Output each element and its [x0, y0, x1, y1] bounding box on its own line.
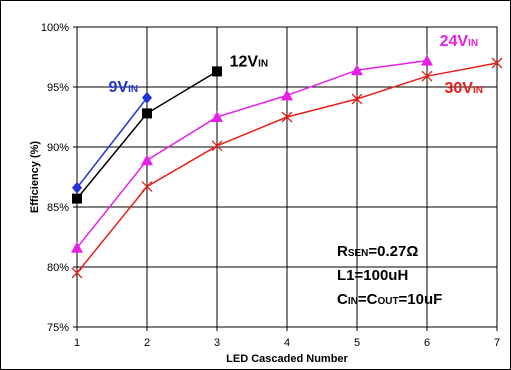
data-point	[421, 70, 433, 82]
series-30v	[71, 57, 503, 279]
data-point	[421, 54, 433, 66]
y-axis-title: Efficiency (%)	[29, 141, 41, 213]
series-labels: 9VIN 12VIN 24VIN 30VIN	[109, 33, 483, 97]
data-point	[71, 241, 83, 253]
y-tick-label: 95%	[47, 82, 69, 94]
data-point	[281, 89, 293, 101]
x-tick-label: 5	[354, 337, 360, 349]
series-label-9v: 9VIN	[109, 79, 139, 96]
series-24v	[71, 54, 433, 253]
data-point	[72, 181, 82, 194]
data-point	[351, 93, 363, 105]
x-tick-label: 7	[494, 337, 500, 349]
y-axis-ticks: 75% 80% 85% 90% 95% 100%	[41, 22, 77, 334]
y-tick-label: 75%	[47, 322, 69, 334]
data-point	[211, 140, 223, 152]
data-point	[142, 91, 152, 104]
parameter-annotation: RSEN=0.27Ω L1=100uH CIN=COUT=10uF	[337, 243, 442, 308]
data-point	[142, 108, 152, 119]
x-tick-label: 6	[424, 337, 430, 349]
param-rsen: RSEN=0.27Ω	[337, 243, 418, 260]
series-line	[76, 59, 428, 249]
series-12v	[72, 66, 222, 204]
data-point	[72, 193, 82, 204]
x-tick-label: 2	[144, 337, 150, 349]
data-point	[491, 57, 503, 69]
y-tick-label: 80%	[47, 262, 69, 274]
data-point	[71, 267, 83, 279]
y-tick-label: 100%	[41, 22, 69, 34]
x-axis-title: LED Cascaded Number	[226, 353, 348, 365]
data-point	[281, 111, 293, 123]
x-tick-label: 4	[284, 337, 290, 349]
series-label-12v: 12VIN	[230, 54, 268, 71]
x-tick-label: 1	[74, 337, 80, 349]
y-tick-label: 90%	[47, 142, 69, 154]
x-tick-label: 3	[214, 337, 220, 349]
y-tick-label: 85%	[47, 202, 69, 214]
param-l1: L1=100uH	[337, 267, 408, 284]
series-line	[76, 97, 148, 189]
data-point	[212, 66, 222, 77]
data-point	[351, 64, 363, 76]
x-axis-ticks: 1 2 3 4 5 6 7	[74, 327, 500, 349]
series-9v	[72, 91, 152, 194]
data-point	[211, 111, 223, 122]
data-point	[141, 181, 153, 193]
series-label-30v: 30VIN	[445, 80, 483, 97]
param-cin-cout: CIN=COUT=10uF	[337, 291, 442, 308]
series-group	[71, 54, 503, 279]
data-point	[141, 154, 153, 166]
series-label-24v: 24VIN	[440, 33, 478, 50]
